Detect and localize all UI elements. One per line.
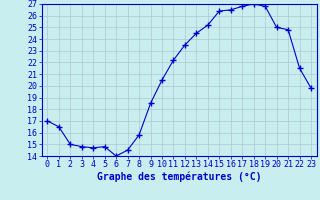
X-axis label: Graphe des températures (°C): Graphe des températures (°C) [97,172,261,182]
